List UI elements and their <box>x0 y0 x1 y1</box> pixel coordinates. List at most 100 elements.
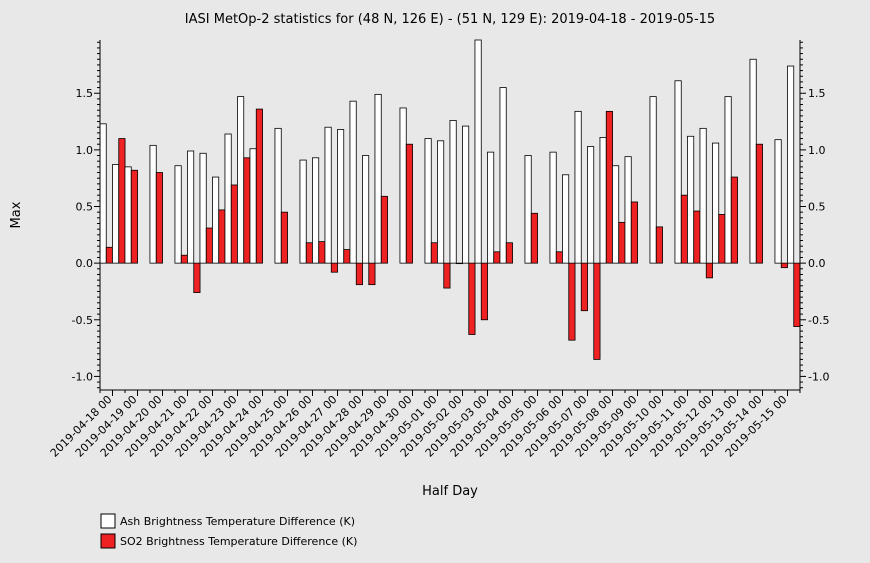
x-axis-title: Half Day <box>422 484 478 499</box>
plot-area <box>99 39 801 360</box>
bar-ash-44 <box>649 96 657 264</box>
bar-ash-10 <box>224 133 232 264</box>
bar-so2-50 <box>730 176 738 264</box>
bar-so2-32 <box>505 242 513 264</box>
bar-so2-24 <box>405 143 413 264</box>
bar-ash-31 <box>487 151 495 264</box>
bar-so2-8 <box>205 227 213 264</box>
bar-ash-46 <box>674 80 682 264</box>
bar-ash-32 <box>499 87 507 264</box>
legend: Ash Brightness Temperature Difference (K… <box>100 513 357 549</box>
y-tick-label-right: -0.5 <box>808 314 829 327</box>
bar-so2-54 <box>780 262 788 269</box>
legend-swatch-so2 <box>100 533 116 549</box>
bar-so2-4 <box>155 172 163 264</box>
bar-so2-42 <box>630 201 638 264</box>
bar-ash-11 <box>237 96 245 264</box>
bar-so2-31 <box>493 251 501 264</box>
bar-so2-2 <box>130 169 138 264</box>
bar-so2-22 <box>380 195 388 264</box>
bar-so2-10 <box>230 184 238 264</box>
bar-ash-34 <box>524 155 532 264</box>
bar-so2-27 <box>443 262 451 289</box>
bar-so2-20 <box>355 262 363 286</box>
bar-ash-7 <box>187 150 195 264</box>
bar-ash-54 <box>774 139 782 264</box>
legend-label-so2: SO2 Brightness Temperature Difference (K… <box>120 535 357 548</box>
bar-so2-55 <box>793 262 801 327</box>
bar-ash-8 <box>199 152 207 264</box>
bar-so2-11 <box>243 157 251 264</box>
bar-ash-27 <box>437 140 445 264</box>
y-axis-right: -1.0 -0.5 0.0 0.5 1.0 1.5 <box>799 40 829 390</box>
bar-ash-1 <box>112 164 120 264</box>
y-axis-left: -1.0 -0.5 0.0 0.5 1.0 1.5 <box>72 40 101 390</box>
bar-so2-47 <box>693 210 701 264</box>
bar-ash-52 <box>749 58 757 264</box>
y-tick-label-left: 1.5 <box>76 87 94 100</box>
y-tick-label-left: -1.0 <box>72 370 93 383</box>
y-tick-label-left: 0.0 <box>76 257 94 270</box>
bar-ash-36 <box>549 151 557 264</box>
bar-ash-48 <box>699 127 707 264</box>
bar-so2-38 <box>580 262 588 312</box>
bar-ash-0 <box>99 123 107 264</box>
bar-so2-7 <box>193 262 201 293</box>
bar-so2-44 <box>655 226 663 264</box>
bar-ash-26 <box>424 138 432 264</box>
bar-ash-24 <box>399 107 407 264</box>
y-tick-label-left: 0.5 <box>76 201 94 214</box>
bar-so2-17 <box>318 241 326 264</box>
bar-so2-21 <box>368 262 376 286</box>
bar-so2-0 <box>105 246 113 264</box>
legend-swatch-ash <box>100 513 116 529</box>
bar-ash-38 <box>574 110 582 264</box>
bar-ash-22 <box>374 93 382 264</box>
bar-so2-1 <box>118 138 126 264</box>
bar-so2-26 <box>430 242 438 264</box>
bar-so2-39 <box>593 262 601 360</box>
bar-so2-30 <box>480 262 488 321</box>
y-tick-label-left: -0.5 <box>72 314 93 327</box>
bar-ash-17 <box>312 157 320 264</box>
bar-ash-9 <box>212 176 220 264</box>
bar-so2-6 <box>180 254 188 264</box>
bar-so2-46 <box>680 194 688 264</box>
y-tick-label-right: 1.5 <box>808 87 826 100</box>
bar-so2-14 <box>280 211 288 264</box>
bar-ash-20 <box>349 100 357 264</box>
bar-so2-36 <box>555 251 563 264</box>
bar-ash-6 <box>174 165 182 264</box>
bar-so2-52 <box>755 143 763 264</box>
bar-ash-4 <box>149 144 157 264</box>
bar-so2-37 <box>568 262 576 341</box>
bar-so2-16 <box>305 242 313 264</box>
legend-label-ash: Ash Brightness Temperature Difference (K… <box>120 515 355 528</box>
bar-ash-21 <box>362 155 370 264</box>
bar-so2-34 <box>530 212 538 264</box>
y-axis-title: Max <box>9 201 24 228</box>
bar-ash-49 <box>712 142 720 264</box>
bar-ash-12 <box>249 148 257 264</box>
bar-ash-30 <box>474 39 482 264</box>
bar-ash-14 <box>274 127 282 264</box>
bar-so2-12 <box>255 108 263 264</box>
y-tick-label-right: 1.0 <box>808 144 826 157</box>
bar-ash-28 <box>449 120 457 264</box>
bar-ash-16 <box>299 159 307 264</box>
y-tick-label-right: 0.0 <box>808 257 826 270</box>
bar-ash-41 <box>612 165 620 264</box>
bar-so2-49 <box>718 214 726 264</box>
bar-ash-37 <box>562 174 570 264</box>
bar-ash-40 <box>599 137 607 264</box>
y-tick-label-right: -1.0 <box>808 370 829 383</box>
bar-so2-28 <box>455 262 463 265</box>
bar-so2-48 <box>705 262 713 279</box>
bar-ash-2 <box>124 166 132 264</box>
bar-ash-50 <box>724 96 732 264</box>
bar-so2-9 <box>218 209 226 264</box>
y-tick-label-left: 1.0 <box>76 144 94 157</box>
bar-so2-19 <box>343 249 351 264</box>
